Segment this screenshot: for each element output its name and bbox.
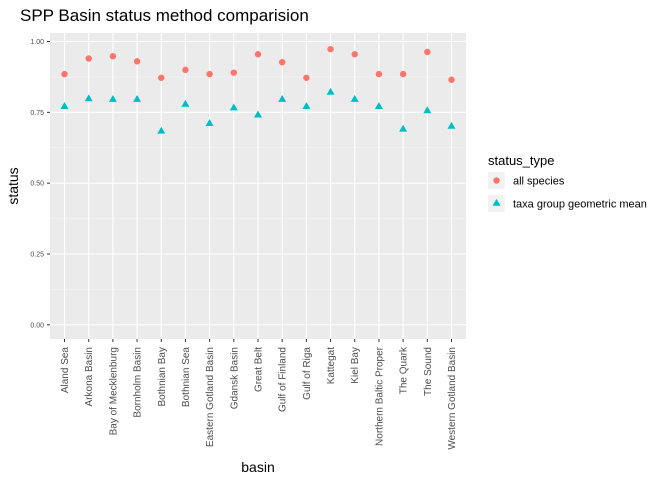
point-taxa-group: [278, 95, 287, 102]
legend: status_type all species taxa group geome…: [488, 153, 647, 212]
y-tick-label: 0.50: [30, 181, 44, 188]
legend-marker-all-species: [493, 177, 500, 184]
x-axis-title: basin: [241, 459, 274, 475]
x-tick-label: Bornholm Basin: [133, 347, 144, 418]
legend-title: status_type: [488, 153, 555, 168]
point-all-species: [230, 69, 238, 76]
point-taxa-group: [229, 103, 238, 111]
data-points: [60, 45, 456, 134]
x-tick-label: Great Belt: [254, 347, 265, 392]
point-all-species: [158, 74, 165, 81]
point-taxa-group: [181, 99, 190, 107]
point-all-species: [109, 53, 117, 60]
point-all-species: [303, 74, 310, 81]
x-tick-label: Eastern Gotland Basin: [205, 347, 216, 447]
point-taxa-group: [302, 102, 311, 109]
y-tick-label: 1.00: [30, 39, 44, 46]
x-axis: Aland Sea Arkona Basin Bay of Mecklenburg B…: [60, 339, 458, 450]
x-tick-label: Gdansk Basin: [229, 347, 240, 409]
point-taxa-group: [326, 87, 335, 95]
point-all-species: [278, 58, 286, 66]
point-all-species: [182, 66, 189, 74]
point-all-species: [133, 58, 141, 65]
chart-title: SPP Basin status method comparision: [20, 6, 309, 25]
x-tick-label: Northern Baltic Proper: [374, 346, 385, 446]
point-all-species: [351, 51, 358, 58]
point-taxa-group: [399, 124, 408, 132]
x-tick-label: Aland Sea: [60, 347, 71, 394]
x-tick-label: Kiel Bay: [350, 347, 361, 384]
x-tick-label: Western Gotland Basin: [447, 347, 458, 450]
point-all-species: [448, 76, 455, 83]
x-tick-label: Arkona Basin: [84, 347, 95, 406]
point-taxa-group: [84, 94, 93, 102]
point-taxa-group: [157, 126, 166, 134]
point-taxa-group: [205, 119, 214, 126]
x-tick-label: The Quark: [399, 346, 410, 394]
y-tick-label: 0.25: [30, 252, 44, 259]
point-taxa-group: [254, 110, 262, 118]
point-all-species: [399, 70, 407, 78]
point-all-species: [61, 70, 68, 78]
point-all-species: [85, 55, 92, 62]
point-taxa-group: [133, 95, 142, 102]
point-all-species: [254, 51, 262, 58]
x-tick-label: Bothnian Sea: [181, 347, 192, 407]
x-tick-label: Gulf of Finland: [278, 347, 289, 412]
y-axis: 0.00 0.25 0.50 0.75 1.00: [30, 39, 50, 329]
point-taxa-group: [350, 95, 359, 102]
y-tick-label: 0.00: [30, 322, 44, 329]
legend-label-0: all species: [513, 176, 565, 188]
y-axis-title: status: [5, 167, 21, 204]
grid-major: [50, 33, 466, 339]
y-tick-label: 0.75: [30, 110, 44, 117]
point-taxa-group: [447, 121, 456, 129]
point-taxa-group: [423, 106, 432, 114]
point-all-species: [327, 45, 334, 53]
point-taxa-group: [108, 95, 117, 102]
point-all-species: [206, 70, 213, 78]
point-taxa-group: [374, 102, 383, 109]
legend-label-1: taxa group geometric mean: [513, 199, 647, 211]
legend-marker-taxa-group: [492, 198, 501, 206]
x-tick-label: Bay of Mecklenburg: [108, 347, 119, 435]
x-tick-label: The Sound: [423, 347, 434, 396]
x-tick-label: Bothnian Bay: [157, 347, 168, 407]
point-taxa-group: [60, 102, 69, 109]
point-all-species: [375, 70, 383, 78]
x-tick-label: Gulf of Riga: [302, 347, 313, 400]
x-tick-label: Kattegat: [326, 347, 337, 384]
point-all-species: [424, 48, 431, 56]
